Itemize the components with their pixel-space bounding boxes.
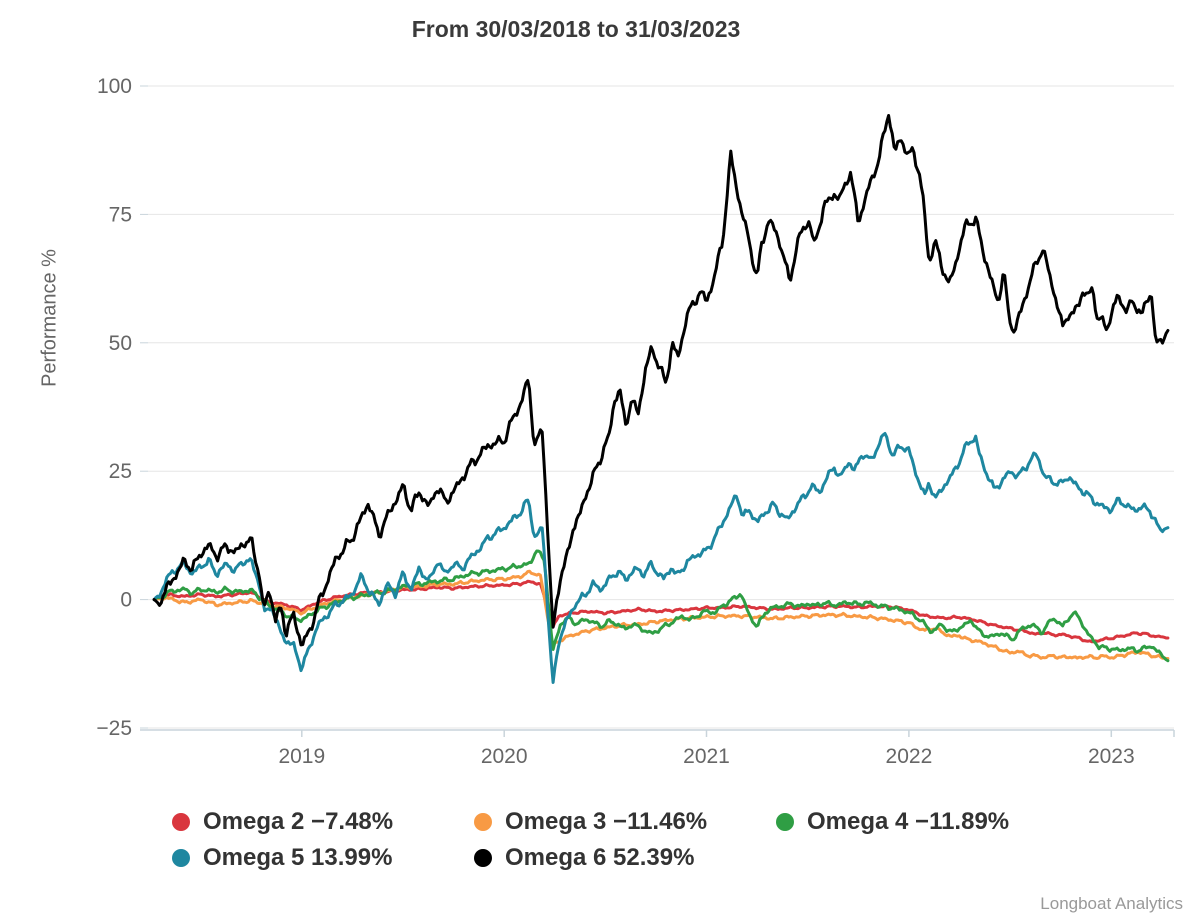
x-tick-label: 2019 [278,745,325,768]
legend-label-omega-5: Omega 5 13.99% [203,844,393,871]
y-tick-label: 25 [109,460,132,483]
legend-label-omega-6: Omega 6 52.39% [505,844,695,871]
omega-6-marker-icon [474,849,492,867]
y-tick-label: 50 [109,332,132,355]
x-tick-label: 2023 [1088,745,1135,768]
legend-item-omega-3[interactable]: Omega 3 −11.46% [474,804,776,840]
legend-item-omega-5[interactable]: Omega 5 13.99% [172,840,474,876]
legend: Omega 2 −7.48% Omega 3 −11.46% Omega 4 −11… [172,804,1078,876]
x-tick-label: 2022 [886,745,933,768]
series-line-omega-6 [152,114,1170,647]
omega-5-marker-icon [172,849,190,867]
y-tick-label: 75 [109,203,132,226]
legend-item-omega-2[interactable]: Omega 2 −7.48% [172,804,474,840]
series-line-omega-4 [152,549,1170,663]
omega-3-marker-icon [474,813,492,831]
y-tick-label: −25 [96,717,132,740]
omega-2-marker-icon [172,813,190,831]
legend-label-omega-4: Omega 4 −11.89% [807,808,1010,835]
performance-chart[interactable]: 100 75 50 25 0 −25 2019 2020 2021 2022 2023 [0,0,1200,790]
legend-label-omega-3: Omega 3 −11.46% [505,808,708,835]
watermark: Longboat Analytics [1040,894,1183,913]
x-tick-label: 2021 [683,745,730,768]
y-tick-label: 0 [120,589,132,612]
y-tick-label: 100 [97,75,132,98]
series-line-omega-3 [152,569,1170,660]
series-line-omega-5 [152,432,1170,684]
chart-title: From 30/03/2018 to 31/03/2023 [411,16,741,42]
legend-label-omega-2: Omega 2 −7.48% [203,808,394,835]
omega-4-marker-icon [776,813,794,831]
series-line-omega-2 [152,579,1170,644]
legend-item-omega-4[interactable]: Omega 4 −11.89% [776,804,1078,840]
legend-item-omega-6[interactable]: Omega 6 52.39% [474,840,776,876]
x-tick-label: 2020 [481,745,528,768]
